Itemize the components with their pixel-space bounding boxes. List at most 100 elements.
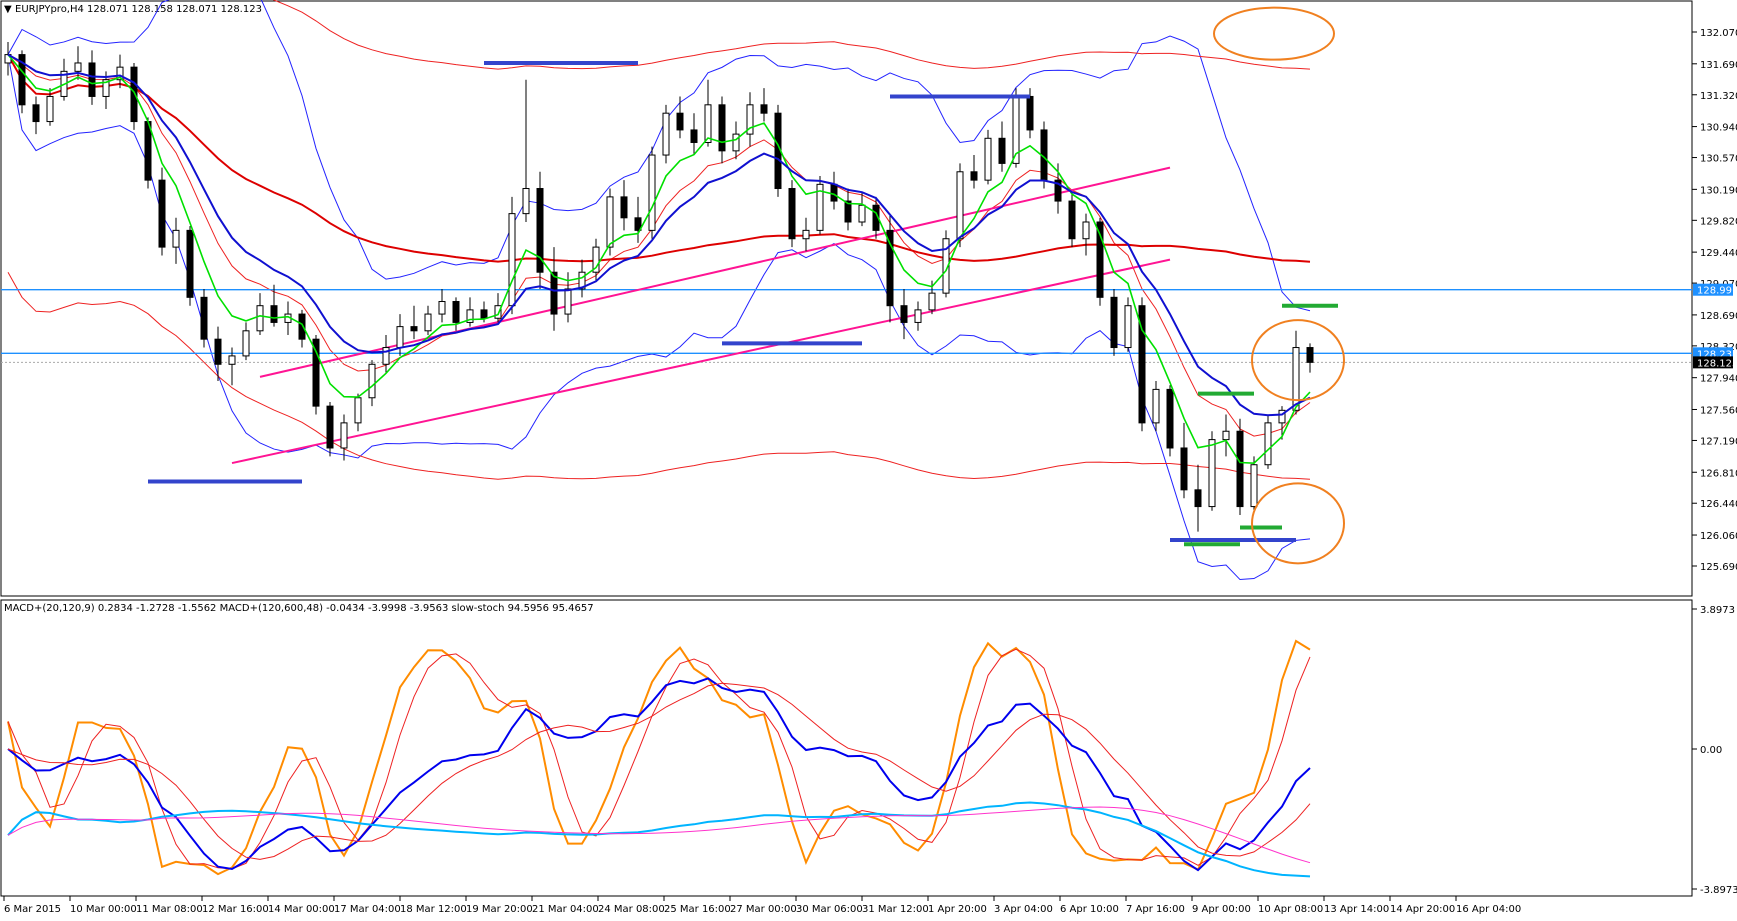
time-tick-label: 11 Mar 08:00 (136, 904, 203, 915)
candle-body (970, 171, 978, 181)
price-circle (1251, 319, 1345, 402)
price-tick-label: 126.060 (1700, 531, 1737, 542)
candle-body (1068, 200, 1076, 240)
candle-body (1236, 430, 1244, 508)
candle-body (326, 405, 334, 449)
price-tick-label: 126.440 (1700, 499, 1737, 510)
candle-body (648, 154, 656, 231)
price-tick-label: 132.070 (1700, 28, 1737, 39)
candle-body (564, 288, 572, 315)
candle-body (550, 271, 558, 315)
price-tick-label: 131.690 (1700, 60, 1737, 71)
price-tick-label: 130.570 (1700, 154, 1737, 165)
current-price-tag-bg (1693, 356, 1733, 369)
time-tick-label: 14 Mar 00:00 (268, 904, 335, 915)
time-tick-label: 16 Apr 04:00 (1456, 904, 1521, 915)
candle-body (760, 104, 768, 114)
candle-body (1082, 221, 1090, 240)
candle-body (396, 326, 404, 349)
time-tick-label: 1 Apr 20:00 (928, 904, 987, 915)
candle-body (116, 66, 124, 81)
candle-body (732, 133, 740, 152)
candle-body (158, 179, 166, 248)
candle-body (998, 137, 1006, 164)
price-tick-label: 127.190 (1700, 436, 1737, 447)
symbol-label: EURJPYpro,H4 (15, 4, 84, 15)
candle-body (18, 54, 26, 106)
candle-body (144, 121, 152, 181)
candle-body (46, 95, 54, 123)
envelope-upper (272, 0, 1311, 70)
price-tick-label: 129.440 (1700, 248, 1737, 259)
ohlc-label: 128.071 128.158 128.071 128.123 (87, 4, 262, 15)
candle-body (74, 62, 82, 72)
time-tick-label: 6 Mar 2015 (4, 904, 61, 915)
level-upper-tag: 128.991 (1693, 283, 1737, 297)
candle-body (1096, 221, 1104, 298)
candle-body (816, 183, 824, 231)
candle-body (32, 104, 40, 123)
candle-body (802, 229, 810, 240)
candle-body (452, 301, 460, 323)
indicator-tick-label: 0.00 (1700, 745, 1722, 756)
time-tick-label: 12 Mar 16:00 (202, 904, 269, 915)
level-upper-tag-text: 128.991 (1697, 286, 1737, 297)
time-tick-label: 17 Mar 04:00 (334, 904, 401, 915)
price-tick-label: 131.320 (1700, 91, 1737, 102)
macd-fast-line (7, 677, 1311, 872)
candle-body (718, 104, 726, 152)
bollinger-bands (7, 0, 1311, 581)
candle-body (312, 338, 320, 407)
price-pane-frame (0, 0, 1693, 597)
candle-body (172, 229, 180, 248)
candle-body (956, 171, 964, 240)
annotation-markers (148, 60, 1338, 547)
candle-body (242, 330, 250, 357)
candle-body (984, 137, 992, 181)
candle-body (424, 313, 432, 332)
ma-fast-line (7, 54, 1311, 465)
price-tick-label: 127.940 (1700, 374, 1737, 385)
candle-body (830, 183, 838, 202)
stoch-main-line (7, 639, 1311, 876)
candle-body (340, 422, 348, 449)
candle-body (410, 326, 418, 332)
macd-fast-signal-line (7, 682, 1311, 860)
time-tick-label: 27 Mar 00:00 (730, 904, 797, 915)
ma-long-line (7, 54, 1311, 263)
time-tick-label: 9 Apr 00:00 (1192, 904, 1251, 915)
level-lower-tag-bg (1693, 347, 1733, 360)
price-tick-label: 125.690 (1700, 562, 1737, 573)
candle-body (900, 305, 908, 323)
candle-body (928, 292, 936, 311)
candle-body (102, 79, 110, 97)
candle-body (592, 246, 600, 273)
candle-body (1166, 388, 1174, 449)
candle-body (368, 363, 376, 399)
candle-body (354, 397, 362, 424)
annotation-circles (1213, 6, 1345, 565)
candle-body (1110, 296, 1118, 349)
candle-body (1124, 305, 1132, 349)
indicator-label: MACD+(20,120,9) 0.2834 -1.2728 -1.5562 M… (4, 603, 594, 614)
candle-body (298, 313, 306, 340)
indicator-axis: 3.8973 0.00 -3.8973 (1692, 605, 1737, 896)
candle-body (676, 112, 684, 131)
candle-body (88, 62, 96, 97)
candle-body (1250, 464, 1258, 508)
candle-body (494, 305, 502, 319)
candle-body (1180, 447, 1188, 491)
candle-body (1278, 409, 1286, 424)
price-tick-label: 126.810 (1700, 468, 1737, 479)
candle-body (130, 66, 138, 123)
candle-body (704, 104, 712, 143)
time-tick-label: 21 Mar 04:00 (532, 904, 599, 915)
candle-body (1208, 439, 1216, 508)
candle-body (186, 229, 194, 298)
current-price-tag-text: 128.123 (1697, 358, 1737, 369)
horizontal-levels (1, 289, 1692, 363)
candle-body (886, 229, 894, 307)
candle-body (606, 196, 614, 248)
